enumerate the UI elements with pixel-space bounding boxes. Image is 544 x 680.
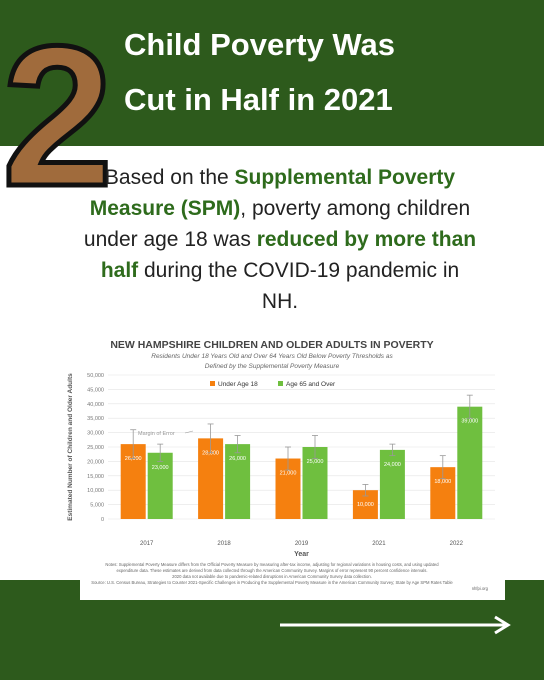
- big-number: 2: [2, 5, 113, 228]
- x-tick-label: 2018: [217, 541, 231, 547]
- text: Based on the: [104, 166, 235, 189]
- highlight: reduced by more than half: [100, 228, 477, 282]
- annotation: Margin of Error: [138, 431, 175, 437]
- chart-title: NEW HAMPSHIRE CHILDREN AND OLDER ADULTS …: [110, 339, 433, 351]
- value-label: 28,000: [202, 450, 219, 456]
- value-label: 23,000: [152, 465, 169, 471]
- y-tick-label: 5,000: [90, 503, 104, 509]
- bar: [147, 452, 173, 519]
- text: , poverty among children under age 18 wa…: [83, 197, 471, 251]
- x-tick-label: 2019: [295, 541, 309, 547]
- note: expenditure data. These estimates are de…: [116, 568, 427, 573]
- highlight: Supplemental Poverty Measure (SPM): [89, 166, 456, 220]
- note: 2020 data not available due to pandemic-…: [172, 574, 372, 579]
- intro: Based on the Supplemental Poverty Measur…: [80, 162, 480, 317]
- value-label: 18,000: [434, 479, 451, 485]
- bar: [379, 449, 405, 519]
- value-label: 10,000: [357, 502, 374, 508]
- arrow-head: [494, 615, 511, 635]
- title-line: Cut in Half in 2021: [124, 82, 393, 117]
- bar: [457, 406, 483, 519]
- x-tick-label: 2022: [450, 541, 464, 547]
- y-axis-label: Estimated Number of Children and Older A…: [67, 373, 74, 521]
- bar: [302, 447, 328, 519]
- x-tick-label: 2017: [140, 541, 154, 547]
- value-label: 39,000: [461, 419, 478, 425]
- title-line: Child Poverty Was: [124, 27, 395, 62]
- x-axis-label: Year: [294, 551, 309, 558]
- value-label: 24,000: [384, 462, 401, 468]
- y-tick-label: 30,000: [87, 431, 104, 437]
- legend-label: Under Age 18: [218, 381, 258, 388]
- y-tick-label: 40,000: [87, 402, 104, 408]
- y-tick-label: 45,000: [87, 387, 104, 393]
- note: Notes: Supplemental Poverty Measure diff…: [105, 562, 439, 567]
- x-tick-label: 2021: [372, 541, 386, 547]
- chart-subtitle: Defined by the Supplemental Poverty Meas…: [205, 363, 340, 370]
- header-band: [0, 0, 544, 146]
- chart-subtitle: Residents Under 18 Years Old and Over 64…: [151, 353, 393, 360]
- y-tick-label: 25,000: [87, 445, 104, 451]
- annotation-arrow: [184, 430, 194, 434]
- legend-swatch: [210, 381, 215, 386]
- value-label: 25,000: [307, 459, 324, 465]
- y-tick-label: 0: [101, 517, 104, 523]
- value-label: 26,000: [125, 456, 142, 462]
- note: nhfpi.org: [472, 586, 489, 591]
- legend-swatch: [278, 381, 283, 386]
- legend-label: Age 65 and Over: [286, 381, 336, 388]
- value-label: 21,000: [280, 471, 297, 477]
- y-tick-label: 20,000: [87, 459, 104, 465]
- value-label: 26,000: [229, 456, 246, 462]
- text: during the COVID-19 pandemic in NH.: [138, 259, 460, 313]
- y-tick-label: 10,000: [87, 488, 104, 494]
- bar: [225, 444, 251, 519]
- y-tick-label: 50,000: [87, 373, 104, 379]
- y-tick-label: 35,000: [87, 416, 104, 422]
- note: Source: U.S. Census Bureau, Strategies t…: [91, 580, 453, 585]
- y-tick-label: 15,000: [87, 474, 104, 480]
